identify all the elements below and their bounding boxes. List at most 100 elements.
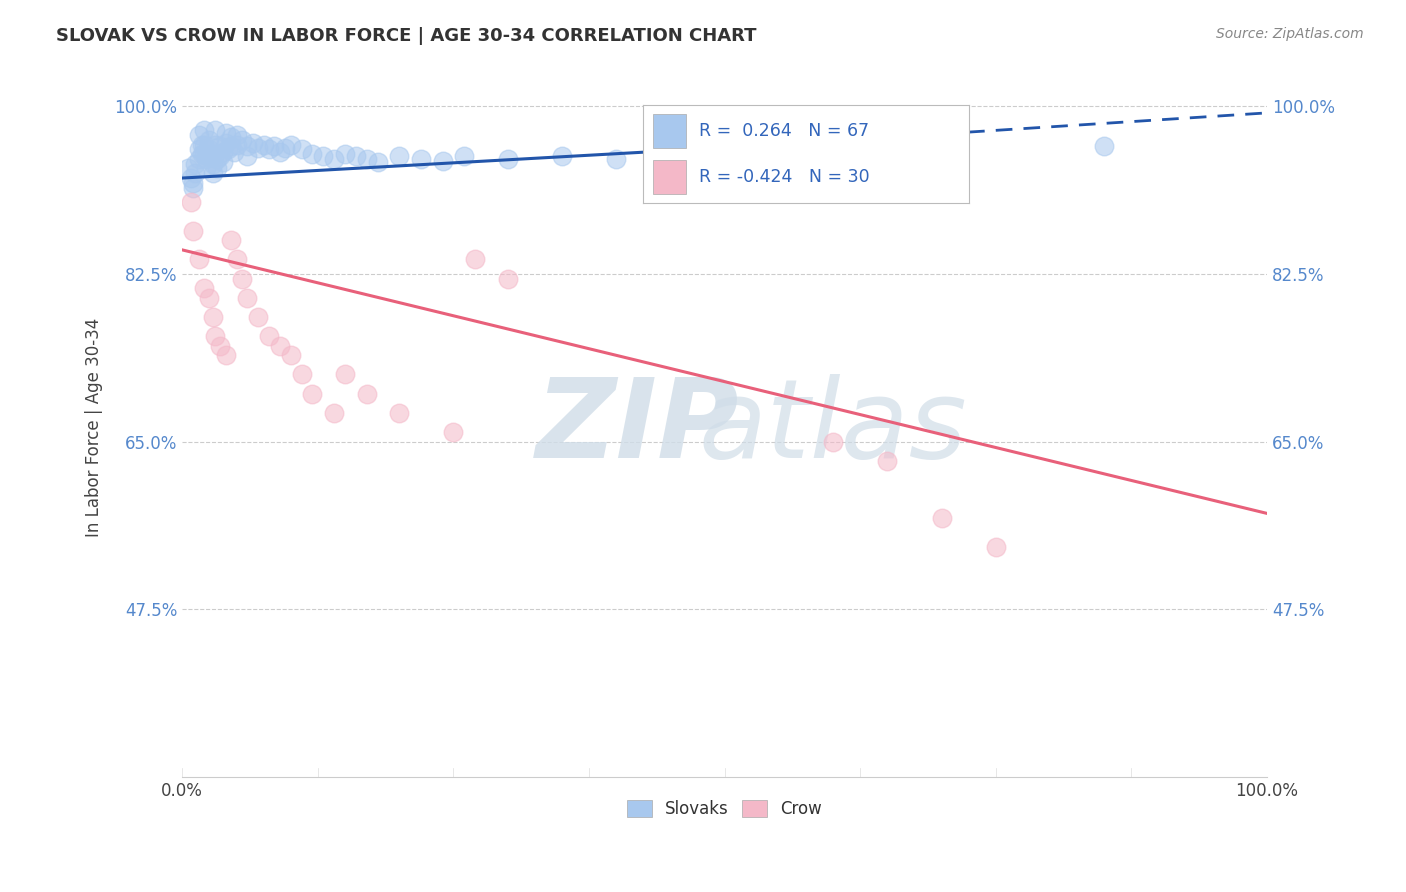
Point (219, 233, 242, 247)
Point (198, 142, 221, 156)
Point (236, 291, 259, 305)
Point (187, 128, 209, 142)
Point (242, 136, 264, 150)
Point (214, 348, 236, 362)
Point (225, 252, 247, 267)
Point (201, 156, 224, 170)
Point (231, 271, 253, 285)
Point (191, 147, 214, 161)
Point (181, 224, 204, 238)
Point (204, 147, 226, 161)
Point (356, 386, 378, 401)
Point (225, 137, 247, 152)
Point (984, 540, 1007, 554)
Point (193, 123, 215, 137)
Point (187, 152, 209, 166)
Point (269, 145, 291, 160)
Point (209, 149, 232, 163)
Point (198, 149, 221, 163)
Point (301, 386, 323, 401)
Point (252, 137, 274, 152)
Point (193, 137, 215, 152)
Point (193, 281, 215, 295)
Point (496, 152, 519, 166)
Text: atlas: atlas (699, 374, 967, 481)
Point (453, 149, 475, 163)
Point (441, 425, 464, 439)
Point (181, 180, 204, 194)
Point (257, 142, 280, 156)
Point (356, 152, 378, 166)
Point (1092, 139, 1115, 153)
Point (193, 147, 215, 161)
Point (204, 123, 226, 137)
Point (931, 511, 953, 525)
Point (204, 329, 226, 343)
Point (205, 152, 228, 166)
Point (290, 368, 312, 382)
Text: SLOVAK VS CROW IN LABOR FORCE | AGE 30-34 CORRELATION CHART: SLOVAK VS CROW IN LABOR FORCE | AGE 30-3… (56, 27, 756, 45)
Point (214, 136, 236, 150)
Point (333, 368, 356, 382)
Point (225, 128, 247, 142)
Point (236, 139, 259, 153)
Text: ZIP: ZIP (536, 374, 740, 481)
Point (876, 453, 898, 467)
Point (181, 176, 204, 190)
Point (236, 149, 259, 163)
Point (209, 339, 232, 353)
Point (280, 137, 302, 152)
Point (388, 149, 411, 163)
Point (184, 166, 207, 180)
Point (312, 149, 335, 163)
Legend: Slovaks, Crow: Slovaks, Crow (620, 793, 830, 824)
Point (219, 139, 242, 153)
Point (269, 339, 291, 353)
Point (209, 139, 232, 153)
Point (217, 142, 239, 156)
Point (274, 141, 297, 155)
Point (333, 147, 356, 161)
Point (219, 129, 242, 144)
Point (198, 133, 221, 147)
Point (191, 137, 214, 152)
Point (464, 252, 486, 267)
Point (257, 329, 280, 343)
Point (205, 161, 228, 176)
Point (247, 141, 270, 155)
Point (187, 142, 209, 156)
Point (204, 137, 226, 152)
Point (195, 152, 218, 166)
Point (323, 406, 346, 420)
Point (180, 194, 202, 209)
Point (201, 310, 224, 324)
Point (214, 126, 236, 140)
Point (187, 252, 209, 267)
Point (280, 348, 302, 362)
Point (821, 434, 844, 449)
Point (605, 152, 627, 166)
Point (195, 161, 218, 176)
Point (323, 152, 346, 166)
Point (184, 156, 207, 170)
Point (496, 271, 519, 285)
Point (176, 161, 198, 176)
Point (224, 145, 246, 160)
Point (551, 149, 574, 163)
Point (212, 145, 235, 160)
Point (344, 149, 367, 163)
Point (180, 171, 202, 186)
Text: Source: ZipAtlas.com: Source: ZipAtlas.com (1216, 27, 1364, 41)
Point (713, 149, 735, 163)
Point (201, 166, 224, 180)
Point (198, 291, 221, 305)
Point (231, 133, 253, 147)
Point (388, 406, 411, 420)
Point (409, 152, 432, 166)
Point (247, 310, 270, 324)
Point (876, 145, 898, 160)
Point (366, 154, 388, 169)
Point (301, 147, 323, 161)
Point (432, 153, 454, 168)
Point (263, 139, 285, 153)
